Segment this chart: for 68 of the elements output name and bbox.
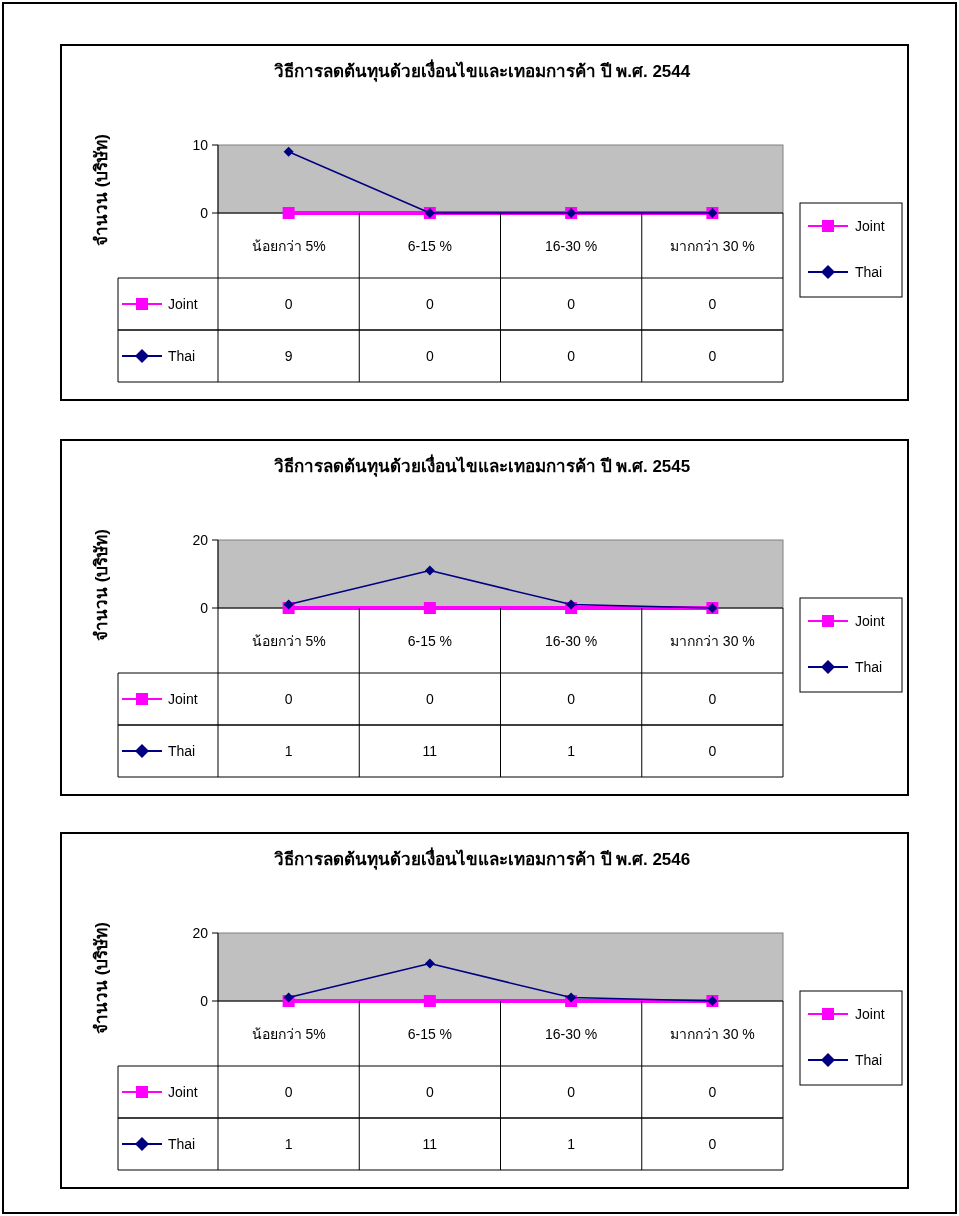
legend-label: Joint — [168, 1084, 198, 1100]
data-label: 1 — [284, 1136, 293, 1152]
data-label: 0 — [284, 1084, 293, 1100]
point — [423, 995, 436, 1007]
legend-label: Joint — [168, 691, 198, 707]
data-label: 0 — [284, 296, 293, 312]
point — [424, 958, 435, 969]
data-label: 0 — [708, 348, 717, 364]
x-tick-label: น้อยกว่า 5% — [251, 633, 326, 649]
data-label: 0 — [708, 691, 717, 707]
data-label: 0 — [708, 1084, 717, 1100]
text: Joint — [855, 613, 885, 629]
x-tick-label: น้อยกว่า 5% — [251, 1026, 326, 1042]
y-axis-title: จำนวน (บริษัท) — [92, 528, 111, 642]
data-label: 0 — [425, 296, 434, 312]
data-label: 0 — [567, 1084, 576, 1100]
x-tick-label: 16-30 % — [545, 238, 598, 254]
point — [424, 565, 435, 576]
x-tick-label: 16-30 % — [545, 633, 598, 649]
y-tick-label: 0 — [200, 205, 209, 221]
legend-label: Thai — [855, 659, 883, 675]
text: Thai — [168, 743, 196, 759]
x-tick-label: 6-15 % — [407, 1026, 453, 1042]
data-label: 11 — [422, 1136, 438, 1152]
data-label: 9 — [284, 348, 293, 364]
point — [423, 602, 436, 614]
x-tick-label: มากกว่า 30 % — [669, 633, 755, 649]
y-tick-label: 10 — [192, 137, 209, 153]
point — [283, 599, 294, 610]
data-label: 11 — [422, 743, 438, 759]
data-label: 0 — [425, 1084, 434, 1100]
legend-label: Thai — [855, 264, 883, 280]
data-label: 0 — [567, 348, 576, 364]
text: Thai — [168, 348, 196, 364]
data-label: 0 — [425, 691, 434, 707]
y-tick-label: 0 — [200, 600, 209, 616]
legend-label: Joint — [168, 296, 198, 312]
x-tick-label: 6-15 % — [407, 238, 453, 254]
data-label: 0 — [567, 296, 576, 312]
y-axis-title: จำนวน (บริษัท) — [92, 133, 111, 247]
y-tick-label: 0 — [200, 993, 209, 1009]
data-label: 0 — [567, 691, 576, 707]
data-label: 1 — [567, 743, 576, 759]
point — [283, 992, 294, 1003]
point — [566, 992, 577, 1003]
chart-title: วิธีการลดต้นทุนด้วยเงื่อนไขและเทอมการค้า ปี พ.ศ. 2544 — [273, 59, 691, 82]
data-label: 0 — [425, 348, 434, 364]
y-tick-label: 20 — [192, 532, 209, 548]
legend-label: Thai — [855, 1052, 883, 1068]
text: Thai — [168, 1136, 196, 1152]
data-label: 0 — [708, 1136, 717, 1152]
y-tick-label: 20 — [192, 925, 209, 941]
y-axis-title: จำนวน (บริษัท) — [92, 921, 111, 1035]
point — [566, 599, 577, 610]
x-tick-label: 6-15 % — [407, 633, 453, 649]
data-label: 1 — [284, 743, 293, 759]
data-label: 0 — [284, 691, 293, 707]
data-label: 0 — [708, 743, 717, 759]
x-tick-label: มากกว่า 30 % — [669, 238, 755, 254]
text: Joint — [855, 1006, 885, 1022]
data-label: 1 — [567, 1136, 576, 1152]
chart-title: วิธีการลดต้นทุนด้วยเงื่อนไขและเทอมการค้า ปี พ.ศ. 2545 — [273, 454, 691, 477]
text: Joint — [855, 218, 885, 234]
x-tick-label: น้อยกว่า 5% — [251, 238, 326, 254]
data-label: 0 — [708, 296, 717, 312]
x-tick-label: มากกว่า 30 % — [669, 1026, 755, 1042]
chart-title: วิธีการลดต้นทุนด้วยเงื่อนไขและเทอมการค้า ปี พ.ศ. 2546 — [273, 847, 691, 870]
x-tick-label: 16-30 % — [545, 1026, 598, 1042]
